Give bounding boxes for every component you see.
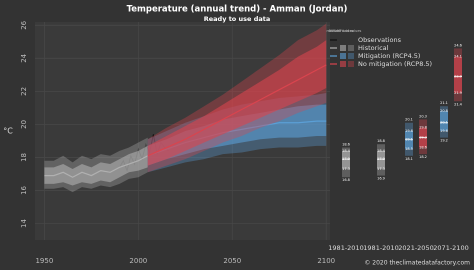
y-tick-label: 20 — [20, 120, 28, 129]
box-value-label: 22.9 — [454, 75, 462, 79]
box-value-label: 17.9 — [377, 157, 385, 161]
box-80 — [440, 111, 448, 131]
box-value-label: 20.3 — [419, 114, 427, 118]
legend-swatch — [340, 61, 346, 67]
legend-label: Mitigation (RCP4.5) — [358, 52, 420, 60]
x-tick-label: 1950 — [35, 257, 53, 265]
box-value-label: 18.2 — [419, 155, 427, 159]
box-value-label: 24.6 — [454, 43, 462, 47]
box-value-label: 19.8 — [419, 126, 427, 130]
legend-header: 95% of values — [337, 29, 362, 33]
box-value-label: 19.6 — [440, 129, 448, 133]
box-value-label: 19.6 — [405, 129, 413, 133]
box-value-label: 20.8 — [440, 109, 448, 113]
box-value-label: 16.9 — [377, 177, 385, 181]
box-value-label: 18.1 — [405, 157, 413, 161]
box-value-label: 21.4 — [454, 102, 463, 106]
box-value-label: 21.9 — [454, 91, 462, 95]
y-tick-label: 16 — [20, 185, 28, 194]
chart-title: Temperature (annual trend) - Amman (Jord… — [127, 5, 348, 15]
box-80 — [342, 150, 350, 169]
box-value-label: 19.2 — [440, 139, 448, 143]
box-80 — [405, 131, 413, 150]
box-value-label: 20.1 — [440, 121, 448, 125]
period-label: 2021-2050 — [398, 244, 433, 252]
x-tick-label: 2000 — [129, 257, 147, 265]
box-value-label: 20.1 — [405, 118, 413, 122]
box-value-label: 17.3 — [342, 167, 350, 171]
legend-header: 80% of values — [329, 29, 354, 33]
legend-label: No mitigation (RCP8.5) — [358, 60, 432, 68]
uncertainty-band — [147, 104, 327, 166]
box-value-label: 18.4 — [342, 149, 351, 153]
legend-swatch — [348, 45, 354, 51]
legend-label: Historical — [358, 44, 389, 52]
period-label: 2071-2100 — [433, 244, 468, 252]
box-value-label: 19.1 — [405, 137, 413, 141]
legend-header: median — [326, 29, 339, 33]
box-value-label: 18.8 — [377, 139, 385, 143]
box-80 — [454, 56, 462, 94]
legend-label: Observations — [358, 36, 402, 44]
y-axis-label: °C — [3, 127, 13, 136]
x-tick-label: 2050 — [223, 257, 241, 265]
period-label: 1981-2010 — [328, 244, 363, 252]
box-value-label: 18.6 — [342, 143, 350, 147]
legend-swatch — [348, 61, 354, 67]
box-value-label: 19.2 — [419, 136, 427, 140]
box-value-label: 24.1 — [454, 55, 462, 59]
x-tick-label: 2100 — [317, 257, 335, 265]
y-tick-label: 22 — [20, 87, 28, 96]
median-line — [147, 64, 327, 157]
box-value-label: 18.4 — [377, 149, 386, 153]
median-line — [44, 155, 149, 178]
box-value-label: 16.8 — [342, 178, 350, 182]
y-tick-label: 14 — [20, 218, 28, 227]
copyright: © 2020 theclimatedatafactory.com — [364, 260, 470, 267]
box-80 — [377, 150, 385, 169]
y-tick-label: 24 — [20, 53, 28, 62]
legend-swatch — [340, 45, 346, 51]
box-value-label: 17.3 — [377, 167, 385, 171]
y-tick-label: 18 — [20, 153, 28, 162]
box-value-label: 18.6 — [419, 146, 427, 150]
box-value-label: 18.5 — [405, 147, 413, 151]
box-value-label: 17.9 — [342, 157, 350, 161]
legend-swatch — [340, 53, 346, 59]
y-tick-label: 26 — [20, 20, 28, 29]
uncertainty-band — [147, 40, 327, 166]
period-label: 1981-2010 — [363, 244, 398, 252]
chart-subtitle: Ready to use data — [204, 15, 271, 23]
box-value-label: 21.1 — [440, 101, 448, 105]
legend-swatch — [348, 53, 354, 59]
